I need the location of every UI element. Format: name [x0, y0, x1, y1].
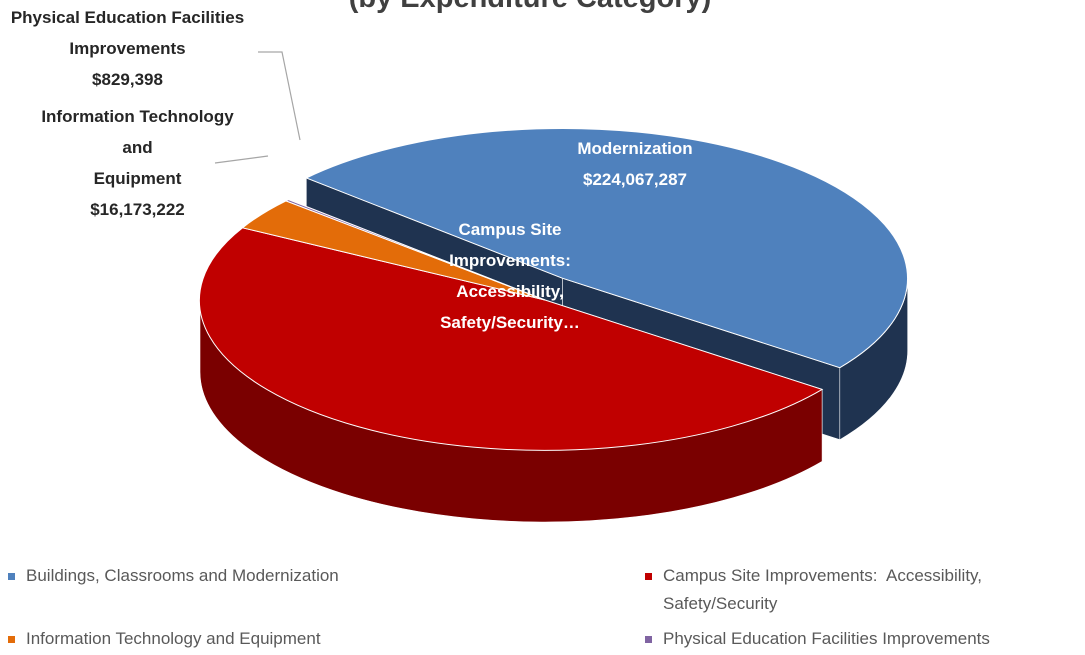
- chart-title: (by Expenditure Category): [230, 0, 830, 15]
- data-label-name: Buildings, Classrooms and Modernization: [525, 108, 745, 158]
- legend-label: Information Technology and Equipment: [26, 629, 321, 648]
- leader-line: [258, 51, 301, 141]
- slice: [305, 127, 908, 369]
- data-label-name: Information Technology and: [41, 107, 234, 157]
- data-label-box: Buildings, Classrooms and Modernization $…: [510, 102, 760, 195]
- legend-label: Campus Site Improvements: Accessibility,…: [663, 566, 987, 613]
- slice: [198, 227, 824, 451]
- slice: [284, 199, 546, 301]
- legend-label: Physical Education Facilities Improvemen…: [663, 629, 990, 648]
- legend-swatch: [8, 636, 15, 643]
- legend-swatch: [645, 636, 652, 643]
- data-label-name: Physical Education Facilities Improvemen…: [10, 8, 245, 58]
- legend-swatch: [645, 573, 652, 580]
- data-label-box: Information Technology and Equipment $16,1…: [40, 101, 235, 225]
- data-label-value: $16,173,222: [90, 200, 185, 219]
- data-label-name: Equipment: [93, 169, 182, 188]
- leader-line: [214, 155, 269, 164]
- data-label-value: $829,398: [92, 70, 163, 89]
- data-label-box: Physical Education Facilities Improvemen…: [0, 2, 255, 95]
- data-label-value: $224,067,287: [583, 170, 687, 189]
- legend-swatch: [8, 573, 15, 580]
- legend-label: Buildings, Classrooms and Modernization: [26, 566, 339, 585]
- data-label-name: Campus Site Improvements: Accessibility,…: [440, 220, 580, 332]
- data-label-box: Campus Site Improvements: Accessibility,…: [400, 214, 620, 338]
